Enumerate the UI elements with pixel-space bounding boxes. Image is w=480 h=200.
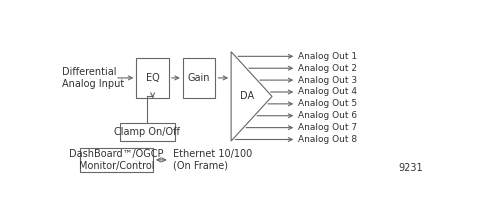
Text: Analog Out 2: Analog Out 2 [298, 64, 357, 73]
Text: Clamp On/Off: Clamp On/Off [115, 127, 180, 137]
Text: Analog Out 1: Analog Out 1 [298, 52, 357, 61]
Text: DashBoard™/OGCP
Monitor/Control: DashBoard™/OGCP Monitor/Control [70, 149, 164, 171]
Bar [183, 58, 216, 98]
Text: Analog Out 6: Analog Out 6 [298, 111, 357, 120]
Text: 9231: 9231 [398, 163, 423, 173]
Text: DA: DA [240, 91, 254, 101]
Text: Analog Out 3: Analog Out 3 [298, 76, 357, 85]
Text: EQ: EQ [146, 73, 159, 83]
Polygon shape [231, 52, 272, 141]
Text: Analog Out 8: Analog Out 8 [298, 135, 357, 144]
Text: Analog Out 4: Analog Out 4 [298, 87, 357, 96]
Bar [136, 58, 169, 98]
Text: Analog Out 7: Analog Out 7 [298, 123, 357, 132]
Bar [81, 148, 153, 172]
Text: Differential
Analog Input: Differential Analog Input [62, 67, 124, 89]
Text: Analog Out 5: Analog Out 5 [298, 99, 357, 108]
Bar [120, 123, 175, 141]
Text: Ethernet 10/100
(On Frame): Ethernet 10/100 (On Frame) [173, 149, 252, 171]
Text: Gain: Gain [188, 73, 210, 83]
